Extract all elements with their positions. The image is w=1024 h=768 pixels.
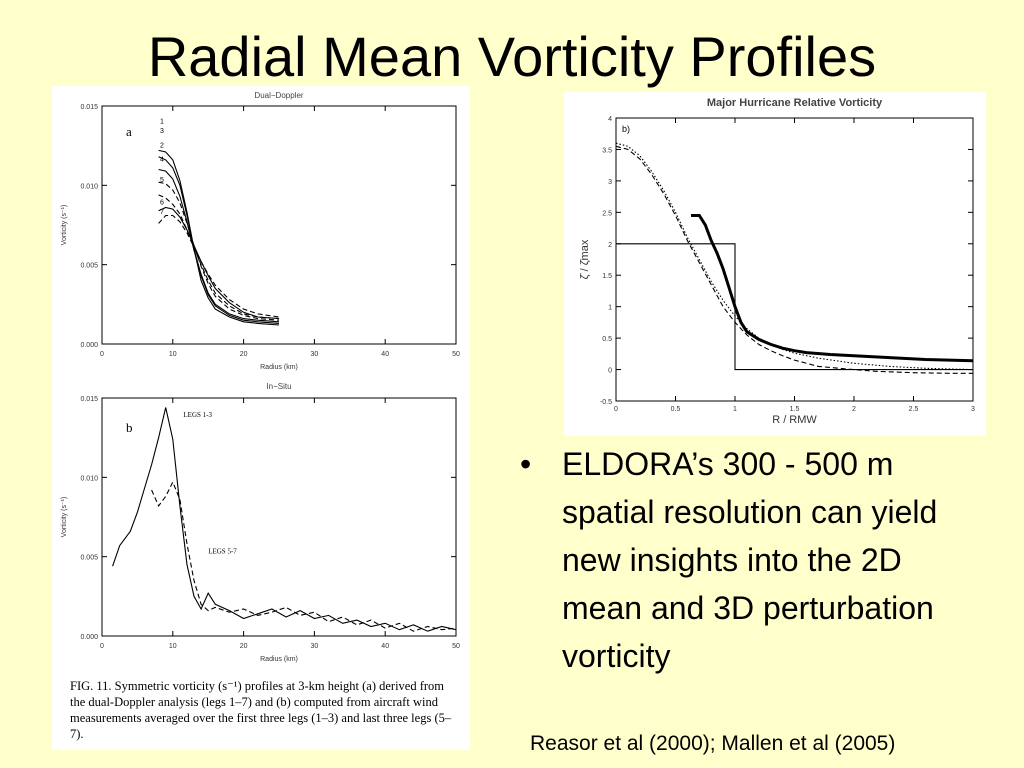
x-tick-label: 1 bbox=[733, 406, 737, 413]
y-tick-label: 1.5 bbox=[602, 273, 612, 280]
x-tick-label: 1.5 bbox=[790, 406, 800, 413]
series-line bbox=[158, 214, 280, 318]
x-tick-label: 20 bbox=[240, 351, 248, 358]
series-line bbox=[616, 243, 973, 371]
series-label: LEGS 5-7 bbox=[208, 547, 237, 555]
y-tick-label: 4 bbox=[608, 116, 612, 123]
series-line bbox=[158, 181, 280, 321]
figure-left: Dual−Doppler 0 10 20 30 40 50 0.000 0.005 0.010 0.… bbox=[52, 86, 470, 750]
series-label: 4 bbox=[160, 157, 164, 164]
y-tick-label: 0.010 bbox=[80, 183, 98, 190]
x-tick-label: 0 bbox=[100, 643, 104, 650]
x-tick-label: 10 bbox=[169, 351, 177, 358]
x-tick-label: 0.5 bbox=[671, 406, 681, 413]
y-tick-label: 2 bbox=[608, 242, 612, 249]
plot-frame bbox=[101, 397, 457, 637]
series-label: 5 bbox=[160, 177, 164, 184]
y-tick-label: 0.5 bbox=[602, 336, 612, 343]
y-tick-label: 2.5 bbox=[602, 210, 612, 217]
x-tick-label: 30 bbox=[311, 351, 319, 358]
chart-dual-doppler: Dual−Doppler 0 10 20 30 40 50 0.000 0.005 0.010 0.… bbox=[61, 91, 460, 371]
y-axis-label: Vorticity (s⁻¹) bbox=[61, 205, 68, 246]
chart-title: Dual−Doppler bbox=[254, 91, 303, 100]
x-tick-label: 40 bbox=[381, 643, 389, 650]
y-tick-label: -0.5 bbox=[600, 399, 612, 406]
x-tick-label: 2.5 bbox=[909, 406, 919, 413]
series-line bbox=[112, 407, 457, 632]
series-label: 2 bbox=[160, 142, 164, 149]
chart-title: In−Situ bbox=[266, 382, 291, 391]
x-tick-label: 40 bbox=[381, 351, 389, 358]
y-tick-label: 0.005 bbox=[80, 263, 98, 270]
x-tick-label: 50 bbox=[452, 643, 460, 650]
panel-label: b bbox=[126, 420, 133, 435]
x-axis-label: Radius (km) bbox=[260, 364, 298, 371]
y-tick-label: 0.005 bbox=[80, 555, 98, 562]
y-axis-label: ζ̄ / ζ̄max bbox=[579, 239, 591, 279]
figure-caption: FIG. 11. Symmetric vorticity (s⁻¹) profi… bbox=[70, 679, 452, 741]
series-line bbox=[158, 156, 280, 324]
reference-text: Reasor et al (2000); Mallen et al (2005) bbox=[530, 732, 896, 755]
x-axis-label: R / RMW bbox=[772, 414, 817, 426]
y-tick-label: 0.015 bbox=[80, 104, 98, 111]
series-line bbox=[615, 145, 973, 374]
series-label: 7 bbox=[160, 209, 164, 216]
y-tick-label: 0.010 bbox=[80, 475, 98, 482]
plot-frame bbox=[101, 105, 457, 345]
panel-label: b) bbox=[622, 124, 630, 134]
series-line bbox=[158, 206, 280, 320]
series-line bbox=[158, 149, 280, 326]
x-tick-label: 0 bbox=[614, 406, 618, 413]
chart-in-situ: In−Situ 0 10 20 30 40 50 0.000 0.005 0.010 0.015 Ra… bbox=[61, 382, 460, 663]
y-axis-label: Vorticity (s⁻¹) bbox=[61, 497, 68, 538]
bullet-text: ELDORA’s 300 - 500 m spatial resolution … bbox=[562, 446, 938, 674]
series-label: 3 bbox=[160, 128, 164, 135]
x-tick-label: 20 bbox=[240, 643, 248, 650]
y-tick-label: 0 bbox=[608, 368, 612, 375]
y-tick-label: 1 bbox=[608, 305, 612, 312]
series-line bbox=[158, 194, 280, 320]
chart-title: Major Hurricane Relative Vorticity bbox=[707, 97, 883, 109]
x-tick-label: 10 bbox=[169, 643, 177, 650]
y-tick-label: 0.015 bbox=[80, 396, 98, 403]
y-tick-label: 0.000 bbox=[80, 342, 98, 349]
figure-right: Major Hurricane Relative Vorticity 0 0.5 1 1… bbox=[564, 92, 986, 436]
series-line bbox=[691, 214, 974, 363]
x-tick-label: 0 bbox=[100, 351, 104, 358]
slide-title: Radial Mean Vorticity Profiles bbox=[147, 25, 877, 88]
series-line bbox=[158, 168, 280, 323]
x-tick-label: 2 bbox=[852, 406, 856, 413]
y-tick-label: 3 bbox=[608, 179, 612, 186]
x-axis-label: Radius (km) bbox=[260, 656, 298, 663]
bullet-dot: • bbox=[520, 446, 532, 482]
x-tick-label: 50 bbox=[452, 351, 460, 358]
series-line bbox=[615, 142, 974, 371]
series-line bbox=[151, 480, 457, 632]
x-tick-label: 3 bbox=[971, 406, 975, 413]
panel-label: a bbox=[126, 124, 132, 139]
chart-major-hurricane-vorticity: Major Hurricane Relative Vorticity 0 0.5 1 1… bbox=[579, 97, 975, 426]
y-tick-label: 3.5 bbox=[602, 147, 612, 154]
series-label: 1 bbox=[160, 118, 164, 125]
x-tick-label: 30 bbox=[311, 643, 319, 650]
series-label: 6 bbox=[160, 199, 164, 206]
y-tick-label: 0.000 bbox=[80, 634, 98, 641]
series-label: LEGS 1-3 bbox=[183, 411, 212, 419]
